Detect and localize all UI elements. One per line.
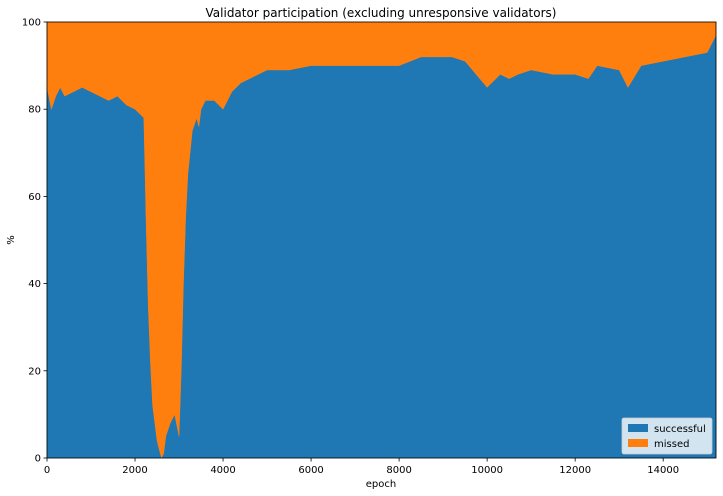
y-tick-label: 0	[35, 454, 41, 465]
y-tick-label: 60	[28, 192, 41, 203]
plot-area	[46, 21, 717, 459]
x-tick-label: 6000	[298, 465, 323, 476]
x-tick-label: 2000	[122, 465, 147, 476]
x-tick-label: 14000	[647, 465, 679, 476]
legend: successful missed	[621, 417, 713, 455]
x-tick-label: 4000	[210, 465, 235, 476]
y-tick-label: 20	[28, 366, 41, 377]
legend-swatch-successful	[628, 424, 648, 432]
x-tick-label: 10000	[471, 465, 503, 476]
x-tick-label: 8000	[386, 465, 411, 476]
chart-title: Validator participation (excluding unres…	[206, 6, 557, 20]
y-tick-label: 100	[22, 18, 41, 29]
y-axis-label: %	[6, 235, 17, 245]
x-tick-label: 12000	[559, 465, 591, 476]
y-tick-label: 40	[28, 279, 41, 290]
x-axis: 0 2000 4000 6000 8000 10000 12000 14000	[44, 458, 679, 476]
legend-label-successful: successful	[654, 424, 706, 435]
y-tick-label: 80	[28, 105, 41, 116]
y-axis: 0 20 40 60 80 100	[22, 18, 47, 465]
x-tick-label: 0	[44, 465, 50, 476]
x-axis-label: epoch	[366, 479, 396, 490]
legend-label-missed: missed	[654, 439, 689, 450]
plot-frame	[46, 21, 717, 459]
legend-swatch-missed	[628, 439, 648, 447]
